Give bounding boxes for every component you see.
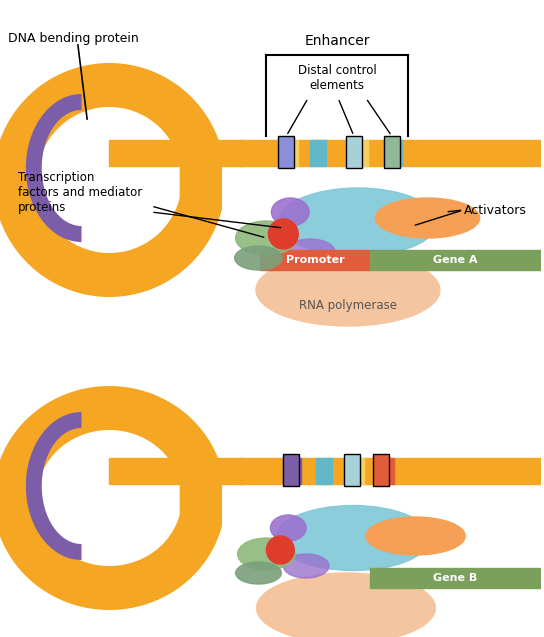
Bar (346, 458, 364, 484)
Bar (239, 140, 541, 166)
Bar (370, 568, 541, 588)
Ellipse shape (267, 536, 294, 564)
Bar (279, 136, 294, 168)
Ellipse shape (236, 221, 297, 255)
Ellipse shape (283, 554, 329, 578)
Text: Transcription
factors and mediator
proteins: Transcription factors and mediator prote… (18, 171, 142, 213)
Bar (109, 140, 244, 166)
Ellipse shape (276, 506, 430, 571)
Ellipse shape (375, 198, 480, 238)
Ellipse shape (236, 562, 281, 584)
Text: Gene B: Gene B (433, 573, 478, 583)
Text: RNA polymerase: RNA polymerase (299, 299, 397, 311)
Bar (261, 250, 370, 270)
PathPatch shape (0, 63, 222, 297)
Ellipse shape (234, 246, 282, 270)
PathPatch shape (26, 412, 82, 560)
Bar (370, 250, 541, 270)
Text: Enhancer: Enhancer (304, 34, 370, 48)
Bar (283, 454, 299, 486)
Ellipse shape (270, 515, 306, 541)
Bar (384, 136, 400, 168)
Ellipse shape (285, 239, 335, 265)
Bar (316, 458, 332, 484)
Text: Distal control
elements: Distal control elements (298, 64, 376, 92)
Ellipse shape (366, 517, 465, 555)
Bar (310, 140, 326, 166)
Bar (386, 140, 401, 166)
Text: Activators: Activators (464, 203, 527, 217)
PathPatch shape (0, 386, 222, 610)
Ellipse shape (268, 219, 298, 249)
Bar (374, 458, 394, 484)
Ellipse shape (238, 538, 295, 570)
Ellipse shape (279, 188, 437, 256)
Bar (344, 454, 360, 486)
Ellipse shape (256, 254, 440, 326)
PathPatch shape (26, 94, 82, 242)
Text: Promoter: Promoter (286, 255, 344, 265)
Bar (279, 140, 298, 166)
Bar (373, 454, 389, 486)
Bar (283, 458, 301, 484)
Bar (239, 458, 541, 484)
Ellipse shape (256, 573, 435, 637)
Text: Gene A: Gene A (433, 255, 478, 265)
Bar (109, 458, 244, 484)
Bar (348, 140, 368, 166)
Text: DNA bending protein: DNA bending protein (8, 31, 139, 45)
Ellipse shape (271, 198, 309, 226)
Bar (346, 136, 362, 168)
